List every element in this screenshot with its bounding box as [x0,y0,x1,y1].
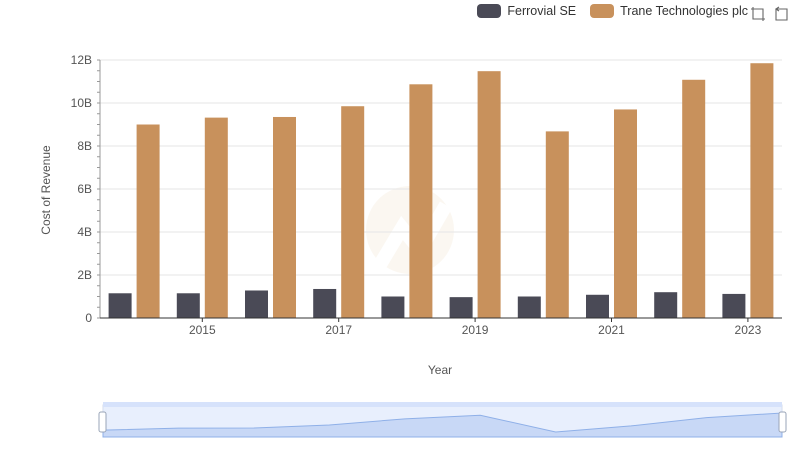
zoom-reset-icon[interactable] [774,6,790,22]
bar-trane-2016[interactable] [273,116,296,318]
x-tick-label: 2021 [598,323,625,337]
slider-handle-right[interactable] [778,411,787,433]
x-tick-label: 2023 [735,323,762,337]
bar-trane-2015[interactable] [204,117,228,319]
toolbox [750,6,790,22]
slider-preview-area [102,412,783,438]
bar-trane-2023[interactable] [750,63,774,318]
bar-ferrovial-2021[interactable] [586,294,609,318]
bar-trane-2018[interactable] [409,84,433,318]
legend-swatch-trane [590,4,615,18]
y-tick-label: 10B [71,96,92,110]
bar-ferrovial-2019[interactable] [449,297,473,318]
bar-ferrovial-2020[interactable] [517,296,541,319]
y-tick-label: 4B [77,225,92,239]
y-axis-label: Cost of Revenue [39,145,53,235]
y-tick-label: 12B [71,53,92,67]
legend: Ferrovial SE Trane Technologies plc [477,4,748,18]
y-tick-label: 6B [77,182,92,196]
zoom-select-icon[interactable] [750,6,766,22]
bar-ferrovial-2022[interactable] [654,292,678,318]
bar-trane-2019[interactable] [477,71,501,319]
legend-item-trane[interactable]: Trane Technologies plc [590,4,748,18]
y-tick-label: 2B [77,268,92,282]
zoom-slider[interactable] [98,402,787,438]
y-tick-label: 0 [85,311,92,325]
bar-ferrovial-2017[interactable] [313,288,337,318]
bar-trane-2021[interactable] [614,109,637,318]
x-tick-label: 2019 [462,323,489,337]
bar-ferrovial-2014[interactable] [108,293,132,318]
bar-trane-2020[interactable] [545,131,569,318]
legend-item-ferrovial[interactable]: Ferrovial SE [477,4,576,18]
y-tick-label: 8B [77,139,92,153]
slider-top-bar[interactable] [103,402,782,407]
bar-trane-2022[interactable] [682,79,706,318]
bar-trane-2014[interactable] [136,124,160,319]
slider-handle-left[interactable] [98,411,107,433]
x-tick-label: 2015 [189,323,216,337]
bar-ferrovial-2015[interactable] [176,293,200,318]
bar-ferrovial-2018[interactable] [381,296,405,319]
legend-label-trane: Trane Technologies plc [620,4,748,18]
bar-ferrovial-2023[interactable] [722,293,746,318]
x-axis-label: Year [428,363,452,377]
bar-trane-2017[interactable] [341,106,365,318]
bar-ferrovial-2016[interactable] [245,290,268,318]
legend-label-ferrovial: Ferrovial SE [507,4,577,18]
legend-swatch-ferrovial [477,4,502,18]
x-tick-label: 2017 [325,323,352,337]
